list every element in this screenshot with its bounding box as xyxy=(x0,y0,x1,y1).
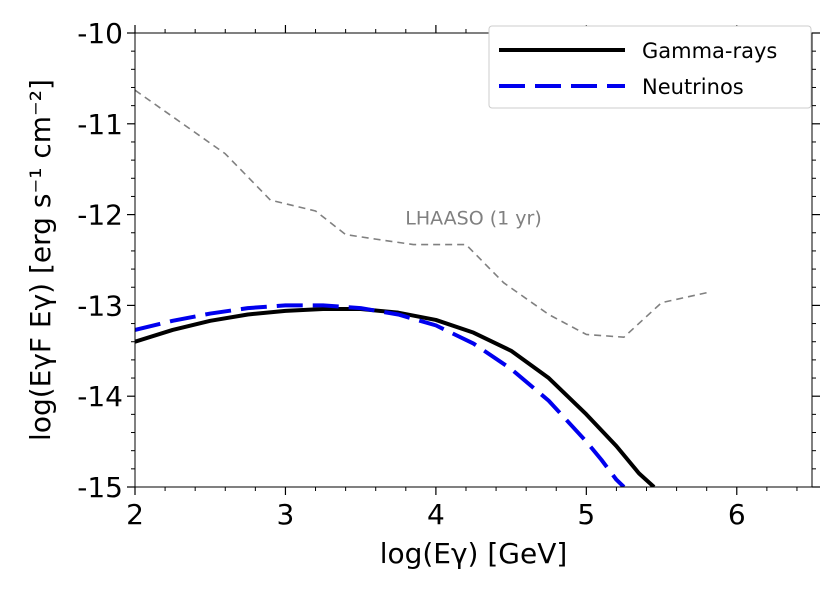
y-tick-label: -14 xyxy=(77,380,123,413)
axis-ticks xyxy=(127,25,820,495)
legend-label-gamma-rays: Gamma-rays xyxy=(642,39,777,63)
legend-label-neutrinos: Neutrinos xyxy=(642,75,744,99)
x-axis-label: log(Eγ) [GeV] xyxy=(380,537,568,570)
series-lines xyxy=(135,89,707,487)
y-tick-label: -12 xyxy=(77,199,123,232)
series-line-gamma-rays xyxy=(135,307,656,487)
series-line-neutrinos xyxy=(135,303,626,487)
annotation-lhaaso: LHAASO (1 yr) xyxy=(405,207,541,229)
legend-box xyxy=(488,25,812,109)
y-tick-label: -10 xyxy=(77,17,123,50)
x-tick-label: 2 xyxy=(126,498,144,531)
axis-tick-labels: 2 3 4 5 6 -15 -14 -13 -12 -11 -10 xyxy=(77,17,745,531)
series-line-lhaaso-1-yr xyxy=(135,89,707,338)
y-tick-label: -11 xyxy=(77,108,123,141)
y-axis-label: log(EγF Eγ) [erg s⁻¹ cm⁻²] xyxy=(24,79,57,441)
x-tick-label: 6 xyxy=(728,498,746,531)
legend: Gamma-rays Neutrinos xyxy=(488,25,812,109)
y-tick-label: -13 xyxy=(77,289,123,322)
plot-frame xyxy=(134,32,813,488)
y-tick-label: -15 xyxy=(77,471,123,504)
x-tick-label: 4 xyxy=(427,498,445,531)
x-tick-label: 3 xyxy=(277,498,295,531)
x-tick-label: 5 xyxy=(577,498,595,531)
annotations: LHAASO (1 yr) xyxy=(405,207,541,229)
